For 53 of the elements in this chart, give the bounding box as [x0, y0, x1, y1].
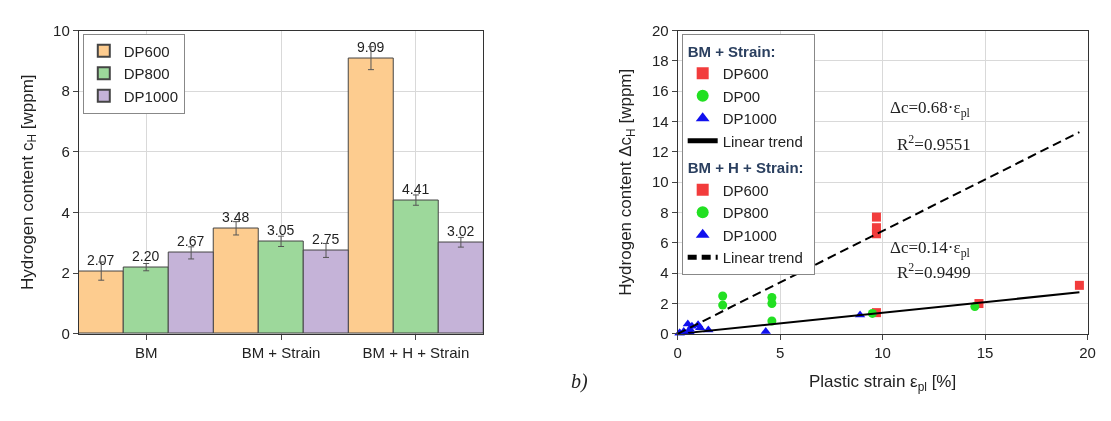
data-label: 3.48	[222, 209, 250, 226]
data-label: 4.41	[402, 181, 430, 198]
data-label: 3.02	[447, 223, 475, 240]
data-label: 3.05	[267, 222, 295, 239]
annotation: R$^{2}$=0.9551	[897, 132, 971, 155]
y-tick-label: 2	[61, 264, 70, 282]
legend-label: DP1000	[123, 87, 179, 105]
data-label: 2.20	[132, 248, 160, 265]
x-tick-label: 20	[1079, 343, 1096, 361]
legend-label: DP1000	[722, 110, 777, 128]
x-axis-title: Plastic strain ε$_{pl}$ [%]	[808, 372, 957, 394]
text: b)	[571, 370, 588, 393]
annotation: R$^{2}$=0.9499	[897, 260, 971, 283]
y-tick-label: 14	[651, 112, 669, 130]
legend-label: DP600	[123, 42, 170, 60]
y-tick-label: 8	[660, 203, 669, 221]
x-tick-label: 15	[976, 343, 994, 361]
legend-label: Linear trend	[722, 249, 803, 267]
y-tick-label: 12	[651, 143, 669, 161]
legend-label: DP600	[722, 181, 769, 199]
x-tick-label: BM	[134, 343, 158, 361]
legend-label: DP800	[123, 65, 170, 83]
legend-label: DP1000	[722, 226, 777, 244]
y-tick-label: 10	[651, 173, 669, 191]
y-tick-label: 4	[660, 264, 669, 282]
y-tick-label: 10	[53, 21, 70, 39]
y-tick-label: 16	[651, 82, 669, 100]
x-tick-label: BM + Strain	[241, 343, 321, 361]
y-tick-label: 6	[61, 143, 70, 161]
text: BM + H + Strain:	[687, 159, 804, 177]
y-tick-label: 20	[651, 21, 669, 39]
y-tick-label: 2	[660, 294, 669, 312]
x-tick-label: 10	[874, 343, 891, 361]
legend-label: Linear trend	[722, 132, 803, 150]
x-tick-label: 0	[673, 343, 682, 361]
data-label: 2.75	[312, 231, 340, 248]
data-label: 9.09	[357, 39, 385, 56]
x-tick-label: BM + H + Strain	[362, 343, 470, 361]
y-tick-label: 8	[61, 82, 70, 100]
legend-label: DP800	[722, 204, 769, 222]
y-tick-label: 0	[660, 325, 669, 343]
annotation: Δc=0.14·ε$_{pl}$	[890, 238, 971, 260]
annotation: Δc=0.68·ε$_{pl}$	[890, 98, 971, 120]
legend-label: DP600	[722, 65, 769, 83]
text: BM + Strain:	[687, 42, 776, 60]
y-tick-label: 0	[61, 325, 70, 343]
data-label: 2.07	[87, 252, 115, 269]
data-label: 2.67	[177, 233, 205, 250]
y-tick-label: 4	[61, 203, 70, 221]
y-tick-label: 6	[660, 234, 669, 252]
y-tick-label: 18	[651, 52, 669, 70]
legend-label: DP00	[722, 87, 761, 105]
x-tick-label: 5	[775, 343, 785, 361]
